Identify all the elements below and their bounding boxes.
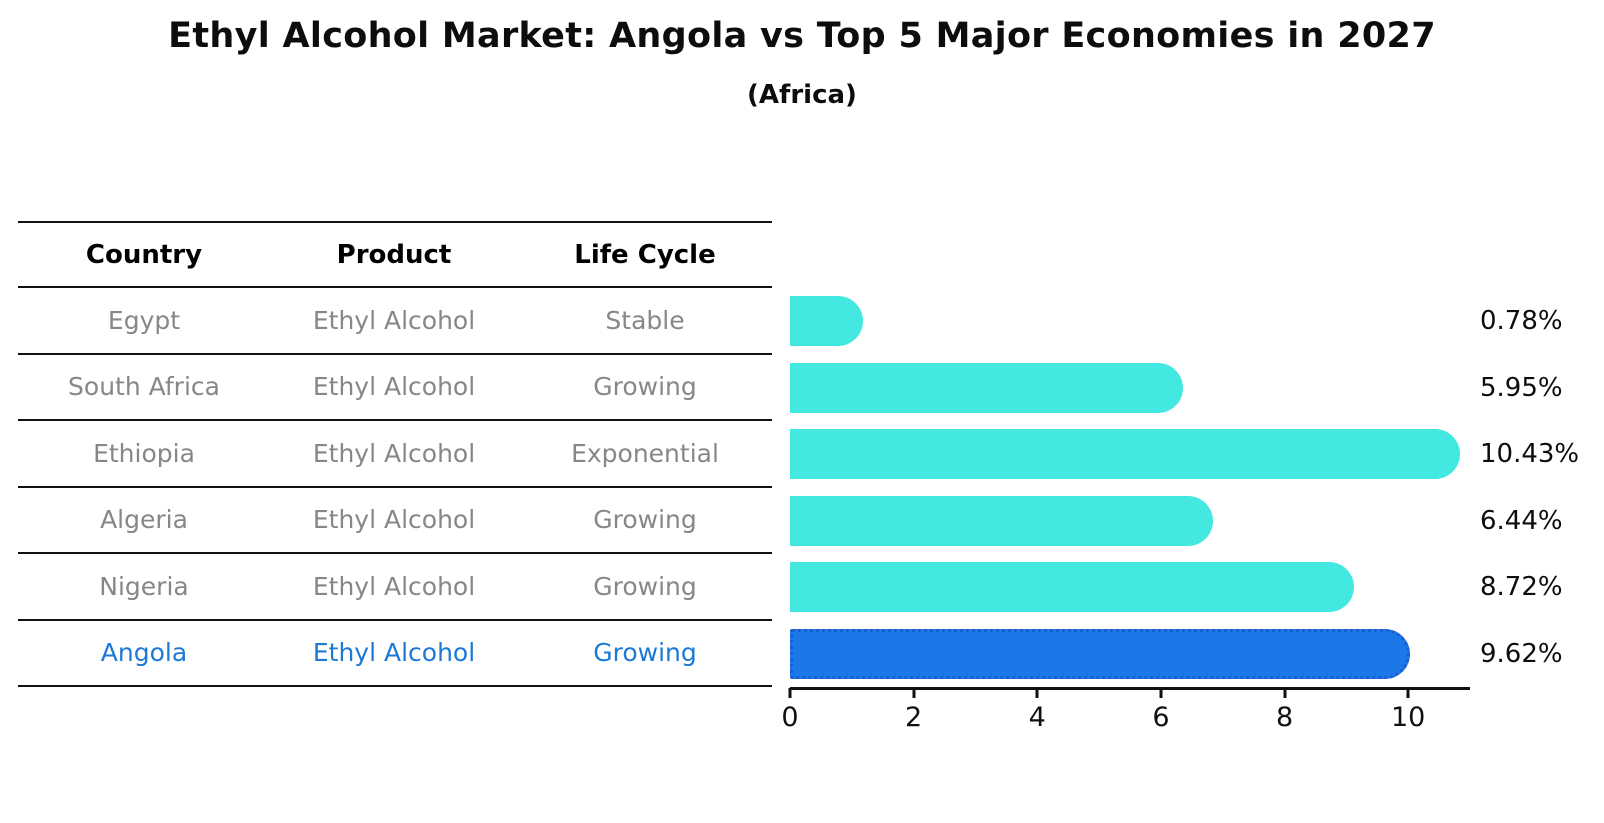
table-row-nigeria: Nigeria Ethyl Alcohol Growing <box>18 554 772 621</box>
table-cell-life-cycle: Growing <box>593 505 697 535</box>
x-axis-tick-label: 4 <box>1028 702 1046 733</box>
x-axis-tick <box>912 688 916 698</box>
table-cell-country: South Africa <box>68 372 220 402</box>
table-cell-life-cycle: Stable <box>605 305 685 335</box>
data-table: Country Product Life Cycle Egypt Ethyl Al… <box>18 221 772 687</box>
table-row-egypt: Egypt Ethyl Alcohol Stable <box>18 288 772 355</box>
x-axis-tick <box>1035 688 1039 698</box>
x-axis-tick <box>1406 688 1410 698</box>
bar-nigeria <box>790 562 1355 612</box>
x-axis-tick <box>1283 688 1287 698</box>
table-cell-product: Ethyl Alcohol <box>312 638 476 668</box>
chart-title: Ethyl Alcohol Market: Angola vs Top 5 Ma… <box>168 16 1436 56</box>
table-cell-product: Ethyl Alcohol <box>312 438 476 468</box>
value-label-egypt: 0.78% <box>1480 306 1563 336</box>
table-cell-life-cycle: Growing <box>593 571 697 601</box>
table-cell-product: Ethyl Alcohol <box>312 305 476 335</box>
value-label-south-africa: 5.95% <box>1480 372 1563 403</box>
x-axis-tick-label: 6 <box>1152 702 1170 733</box>
table-cell-country: Egypt <box>107 305 181 335</box>
value-label-angola: 9.62% <box>1480 638 1563 669</box>
table-cell-life-cycle: Growing <box>593 638 697 668</box>
table-cell-life-cycle: Growing <box>593 372 697 402</box>
bar-algeria <box>790 495 1214 546</box>
table-row-algeria: Algeria Ethyl Alcohol Growing <box>18 488 772 554</box>
value-label-ethiopia: 10.43% <box>1480 439 1580 469</box>
table-row-south-africa: South Africa Ethyl Alcohol Growing <box>18 355 772 421</box>
table-cell-life-cycle: Exponential <box>571 438 719 468</box>
table-cell-country: Algeria <box>100 505 188 535</box>
bar-ethiopia <box>790 429 1460 479</box>
x-axis-tick-label: 2 <box>905 702 923 733</box>
x-axis-tick-label: 0 <box>781 702 799 733</box>
value-label-nigeria: 8.72% <box>1480 572 1563 602</box>
table-header-row: Country Product Life Cycle <box>18 221 772 288</box>
table-cell-product: Ethyl Alcohol <box>312 505 476 535</box>
x-axis-line <box>790 687 1470 690</box>
bar-south-africa <box>790 362 1183 413</box>
table-row-ethiopia: Ethiopia Ethyl Alcohol Exponential <box>18 421 772 488</box>
table-row-angola: Angola Ethyl Alcohol Growing <box>18 621 772 687</box>
table-cell-country: Nigeria <box>99 571 189 601</box>
table-cell-product: Ethyl Alcohol <box>312 372 476 402</box>
x-axis-tick <box>1159 688 1163 698</box>
table-cell-country: Ethiopia <box>93 438 195 468</box>
x-axis-tick <box>788 688 792 698</box>
chart-subtitle: (Africa) <box>747 80 857 110</box>
bar-egypt <box>790 296 864 346</box>
table-body: Egypt Ethyl Alcohol Stable South Africa Ethy… <box>18 288 772 687</box>
table-header-country: Country <box>85 239 203 270</box>
bar-plot: 0 2 4 6 8 10 <box>781 222 1470 733</box>
table-header-product: Product <box>336 239 452 270</box>
bar-angola <box>790 628 1410 679</box>
table-header-life-cycle: Life Cycle <box>574 239 716 270</box>
table-cell-product: Ethyl Alcohol <box>312 571 476 601</box>
table-cell-country: Angola <box>100 638 188 668</box>
value-label-algeria: 6.44% <box>1480 505 1563 536</box>
x-axis-tick-label: 10 <box>1390 702 1426 733</box>
x-axis-tick-label: 8 <box>1275 702 1294 733</box>
